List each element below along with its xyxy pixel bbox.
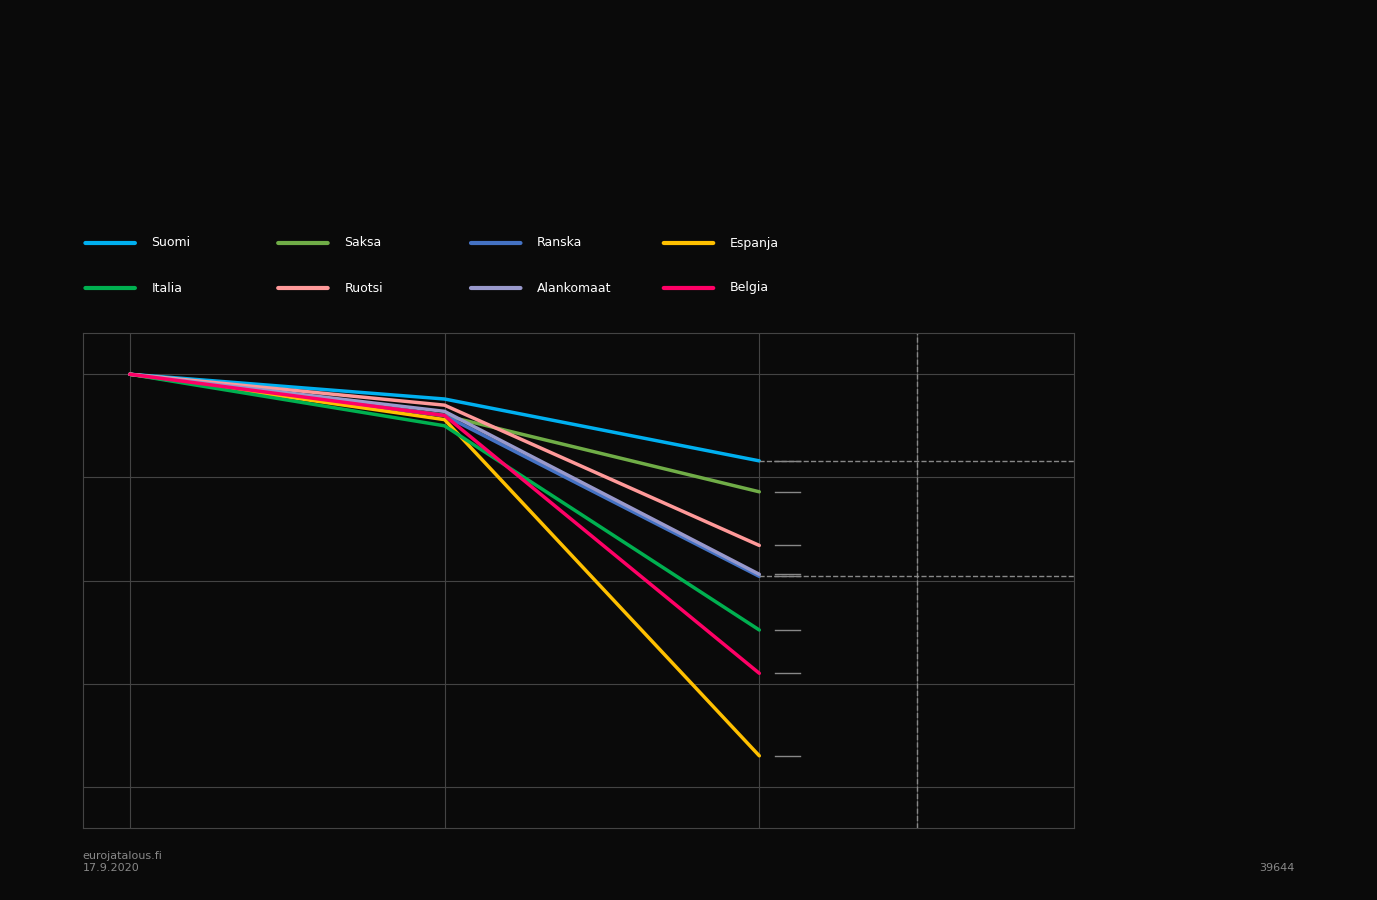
- Text: 39644: 39644: [1259, 863, 1294, 873]
- Text: Suomi: Suomi: [151, 237, 190, 249]
- Text: Ranska: Ranska: [537, 237, 582, 249]
- Text: Saksa: Saksa: [344, 237, 381, 249]
- Text: Ruotsi: Ruotsi: [344, 282, 383, 294]
- Text: Italia: Italia: [151, 282, 183, 294]
- Text: Espanja: Espanja: [730, 237, 779, 249]
- Text: eurojatalous.fi
17.9.2020: eurojatalous.fi 17.9.2020: [83, 851, 162, 873]
- Text: Belgia: Belgia: [730, 282, 768, 294]
- Text: Alankomaat: Alankomaat: [537, 282, 611, 294]
